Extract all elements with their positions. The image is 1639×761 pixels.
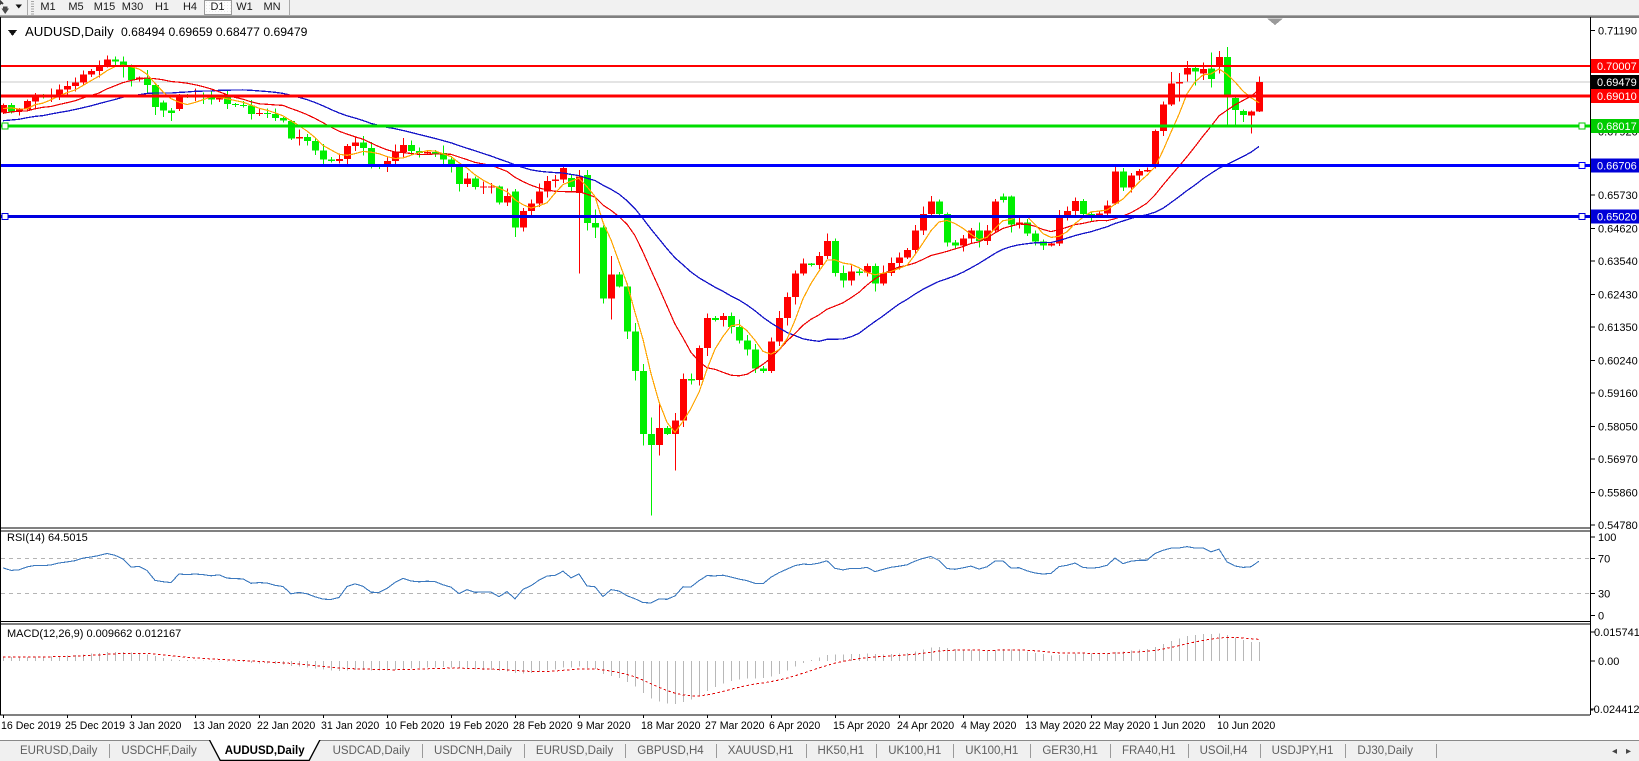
svg-text:0.58050: 0.58050 xyxy=(1598,422,1638,434)
svg-text:0.56970: 0.56970 xyxy=(1598,454,1638,466)
svg-text:0.66706: 0.66706 xyxy=(1597,161,1637,173)
svg-text:1 Jun 2020: 1 Jun 2020 xyxy=(1153,720,1206,732)
svg-text:0.60240: 0.60240 xyxy=(1598,356,1638,368)
svg-text:24 Apr 2020: 24 Apr 2020 xyxy=(897,720,954,732)
svg-text:0.70007: 0.70007 xyxy=(1597,61,1637,73)
svg-text:100: 100 xyxy=(1598,532,1616,544)
svg-text:3 Jan 2020: 3 Jan 2020 xyxy=(129,720,182,732)
svg-text:28 Feb 2020: 28 Feb 2020 xyxy=(513,720,573,732)
svg-text:13 Jan 2020: 13 Jan 2020 xyxy=(193,720,251,732)
svg-text:0.54780: 0.54780 xyxy=(1598,520,1638,532)
svg-text:0.61350: 0.61350 xyxy=(1598,322,1638,334)
svg-text:0.65020: 0.65020 xyxy=(1597,211,1637,223)
svg-text:10 Feb 2020: 10 Feb 2020 xyxy=(385,720,445,732)
svg-text:70: 70 xyxy=(1598,554,1610,566)
svg-text:22 May 2020: 22 May 2020 xyxy=(1089,720,1150,732)
svg-text:0.55860: 0.55860 xyxy=(1598,488,1638,500)
svg-text:0.68494 0.69659 0.68477 0.6947: 0.68494 0.69659 0.68477 0.69479 xyxy=(121,25,308,39)
svg-text:0.59160: 0.59160 xyxy=(1598,388,1638,400)
svg-text:0.00: 0.00 xyxy=(1598,656,1619,668)
svg-text:15 Apr 2020: 15 Apr 2020 xyxy=(833,720,890,732)
svg-text:13 May 2020: 13 May 2020 xyxy=(1025,720,1086,732)
svg-text:0.015741: 0.015741 xyxy=(1594,627,1639,639)
svg-text:9 Mar 2020: 9 Mar 2020 xyxy=(577,720,631,732)
svg-text:0.63540: 0.63540 xyxy=(1598,256,1638,268)
svg-text:0.69010: 0.69010 xyxy=(1597,91,1637,103)
svg-text:-0.024412: -0.024412 xyxy=(1590,704,1639,716)
svg-text:0: 0 xyxy=(1598,610,1604,622)
svg-text:16 Dec 2019: 16 Dec 2019 xyxy=(1,720,61,732)
svg-text:0.65730: 0.65730 xyxy=(1598,190,1638,202)
svg-text:19 Feb 2020: 19 Feb 2020 xyxy=(449,720,509,732)
svg-text:0.71190: 0.71190 xyxy=(1598,25,1637,37)
svg-text:27 Mar 2020: 27 Mar 2020 xyxy=(705,720,765,732)
svg-text:0.68017: 0.68017 xyxy=(1597,121,1637,133)
svg-text:22 Jan 2020: 22 Jan 2020 xyxy=(257,720,315,732)
svg-text:AUDUSD,Daily: AUDUSD,Daily xyxy=(25,24,114,39)
svg-text:RSI(14) 64.5015: RSI(14) 64.5015 xyxy=(7,532,88,544)
svg-text:0.69479: 0.69479 xyxy=(1597,77,1637,89)
svg-text:6 Apr 2020: 6 Apr 2020 xyxy=(769,720,820,732)
svg-text:30: 30 xyxy=(1598,589,1610,601)
svg-text:31 Jan 2020: 31 Jan 2020 xyxy=(321,720,379,732)
svg-text:MACD(12,26,9) 0.009662 0.01216: MACD(12,26,9) 0.009662 0.012167 xyxy=(7,628,181,640)
svg-text:18 Mar 2020: 18 Mar 2020 xyxy=(641,720,701,732)
svg-text:0.64620: 0.64620 xyxy=(1598,223,1638,235)
svg-text:4 May 2020: 4 May 2020 xyxy=(961,720,1016,732)
svg-text:10 Jun 2020: 10 Jun 2020 xyxy=(1217,720,1275,732)
svg-text:25 Dec 2019: 25 Dec 2019 xyxy=(65,720,125,732)
svg-text:0.62430: 0.62430 xyxy=(1598,290,1638,302)
